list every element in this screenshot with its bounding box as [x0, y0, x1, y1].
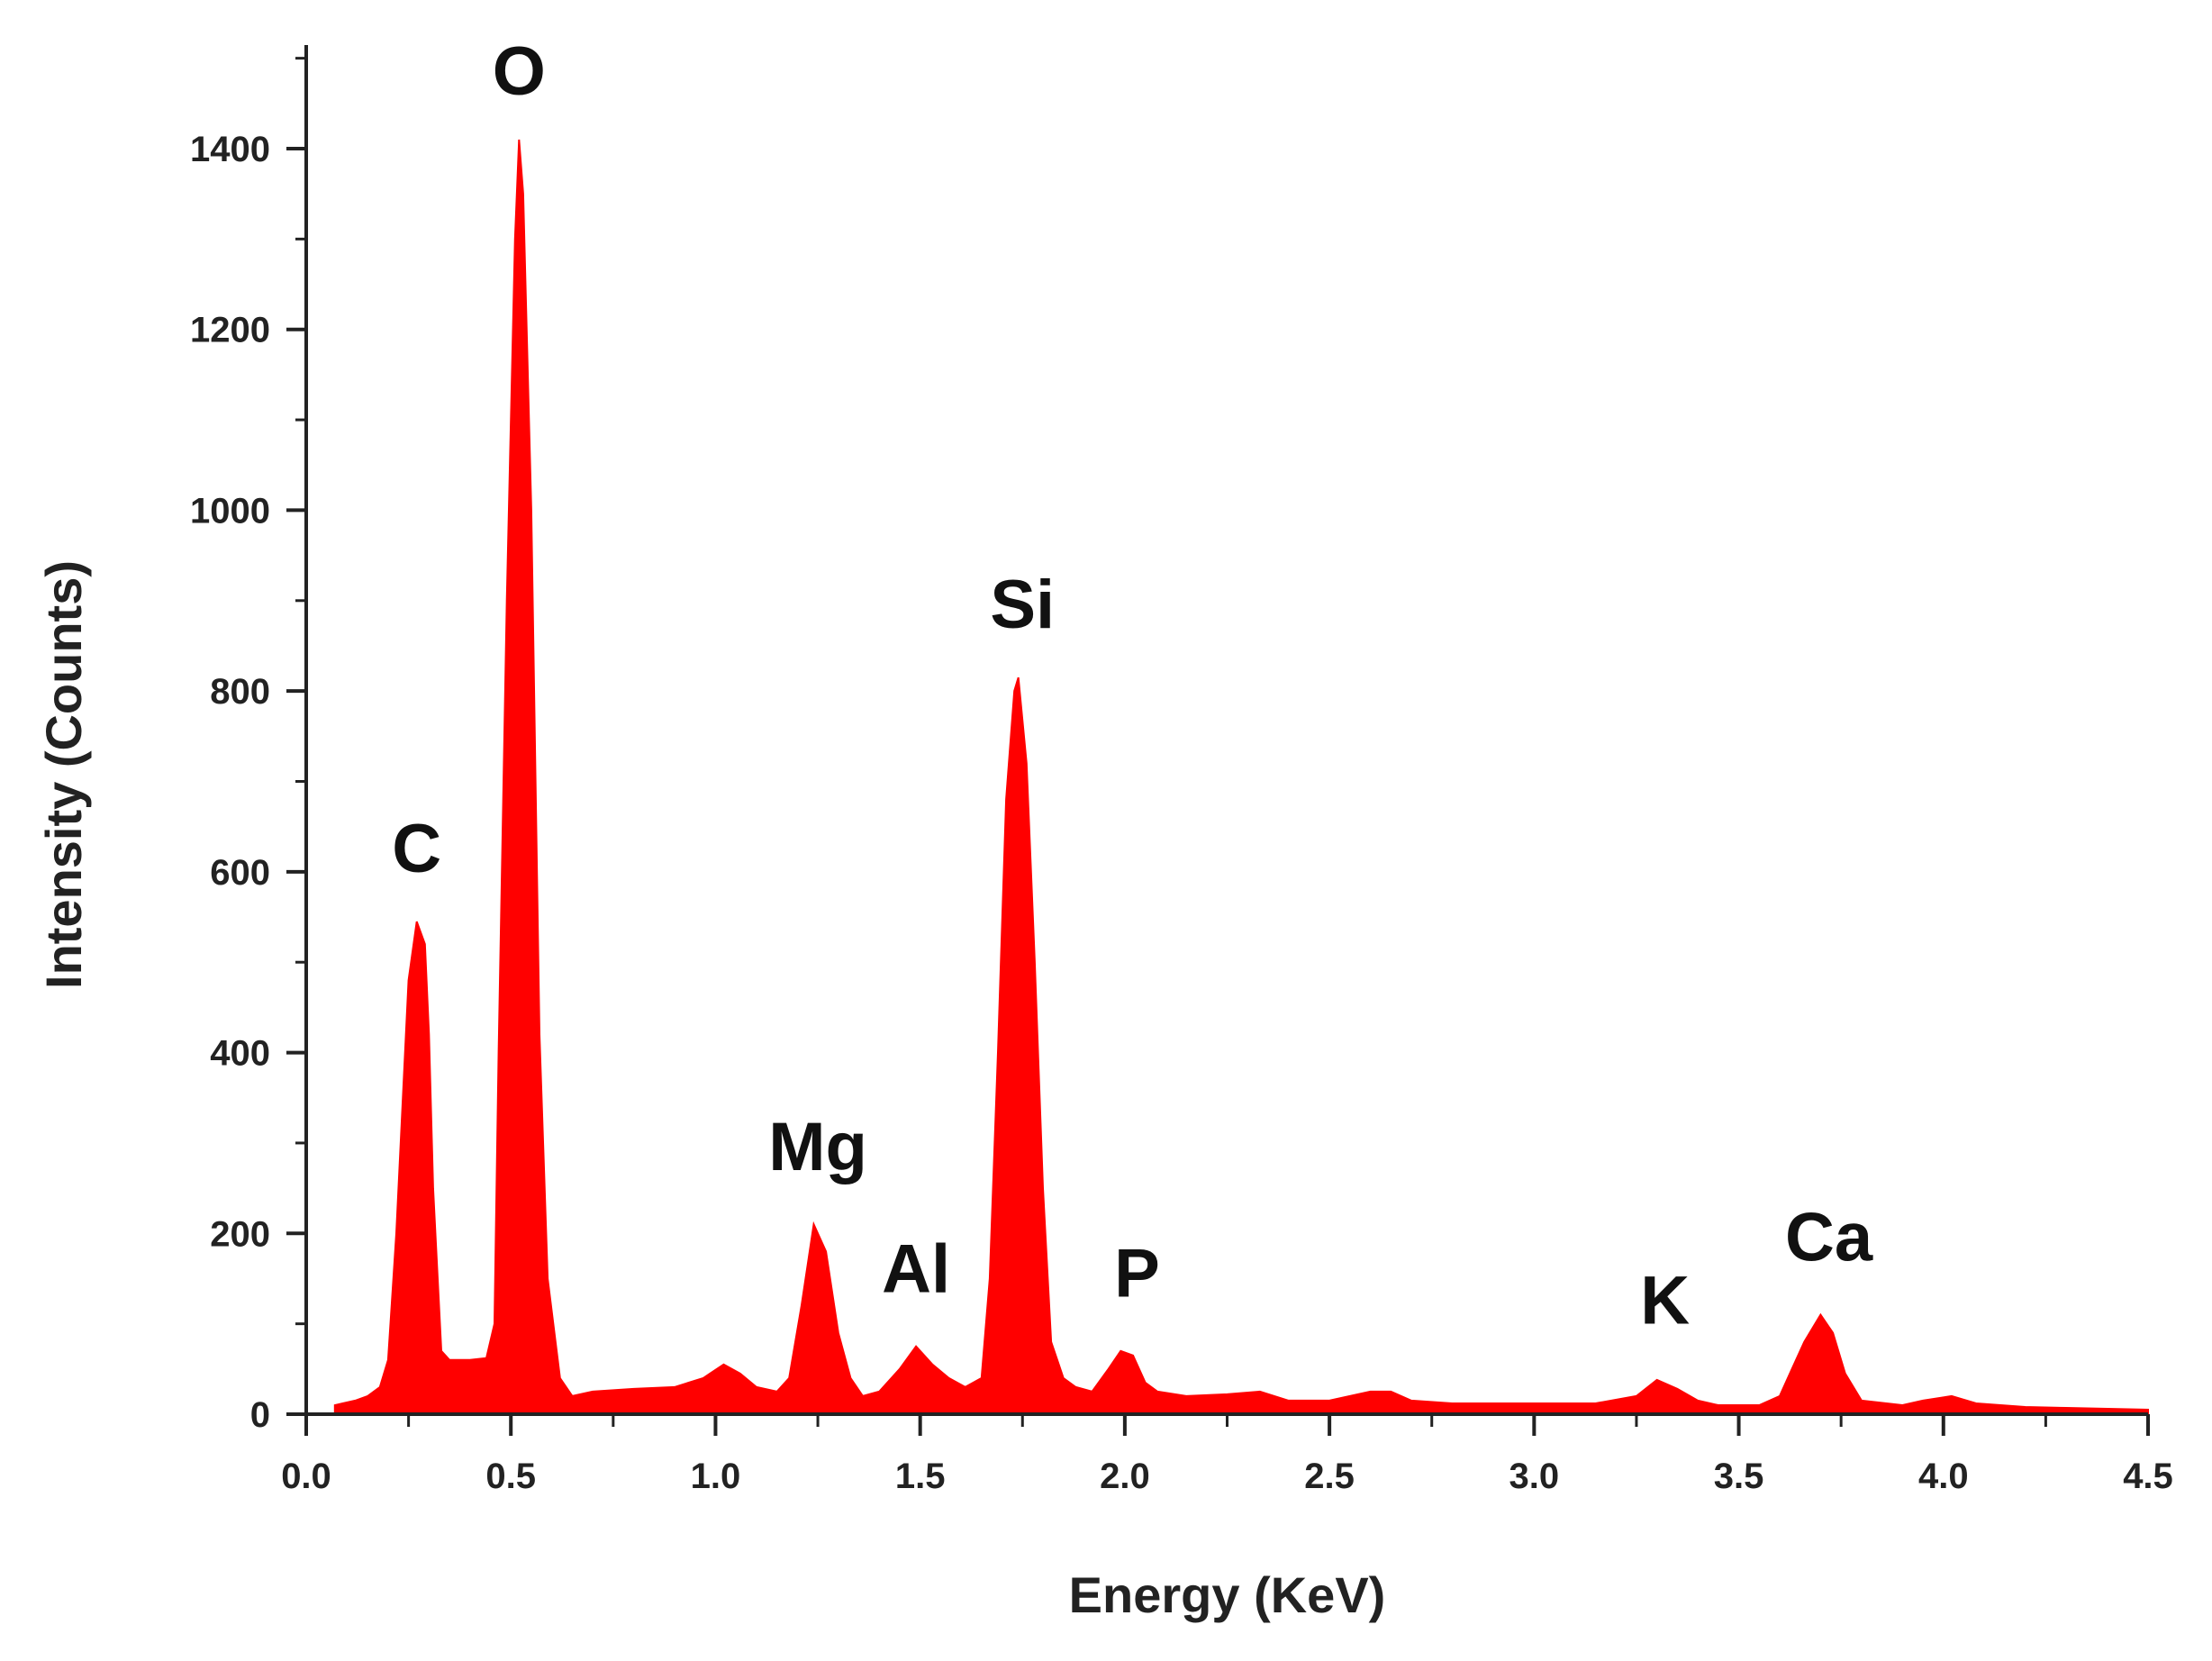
peak-label-c: C — [392, 811, 441, 887]
axes: 0.0 0.5 1.0 1.5 2.0 2.5 3.0 3.5 4.0 4.5 0 200 400 600… — [190, 45, 2173, 1496]
y-tick-label: 1200 — [190, 311, 270, 350]
x-tick-label: 3.0 — [1509, 1457, 1560, 1496]
x-tick-label: 0.5 — [485, 1457, 536, 1496]
spectrum-series-0 — [333, 139, 2149, 1415]
y-tick-label: 1400 — [190, 130, 270, 169]
y-tick-label: 1000 — [190, 491, 270, 531]
x-tick-label: 2.5 — [1304, 1457, 1355, 1496]
y-axis-title: Intensity (Counts) — [35, 560, 92, 989]
peak-label-o: O — [493, 33, 546, 110]
x-axis-title: Energy (KeV) — [1069, 1566, 1386, 1623]
x-tick-label: 4.5 — [2123, 1457, 2173, 1496]
peak-label-si: Si — [990, 567, 1055, 643]
x-tick-label: 1.5 — [895, 1457, 946, 1496]
peak-label-al: Al — [882, 1231, 950, 1308]
y-tick-label: 600 — [210, 853, 270, 893]
peak-label-p: P — [1114, 1236, 1160, 1312]
y-tick-label: 800 — [210, 672, 270, 712]
y-tick-label: 0 — [250, 1395, 270, 1435]
plot-area — [333, 139, 2149, 1415]
x-tick-label: 4.0 — [1918, 1457, 1969, 1496]
x-tick-label: 3.5 — [1714, 1457, 1764, 1496]
x-tick-label: 1.0 — [691, 1457, 741, 1496]
y-tick-label: 400 — [210, 1034, 270, 1074]
peak-label-mg: Mg — [768, 1109, 867, 1185]
peak-label-ca: Ca — [1785, 1199, 1873, 1275]
x-tick-label: 0.0 — [281, 1457, 331, 1496]
x-tick-label: 2.0 — [1100, 1457, 1150, 1496]
y-tick-label: 200 — [210, 1214, 270, 1254]
peak-label-k: K — [1640, 1263, 1690, 1339]
